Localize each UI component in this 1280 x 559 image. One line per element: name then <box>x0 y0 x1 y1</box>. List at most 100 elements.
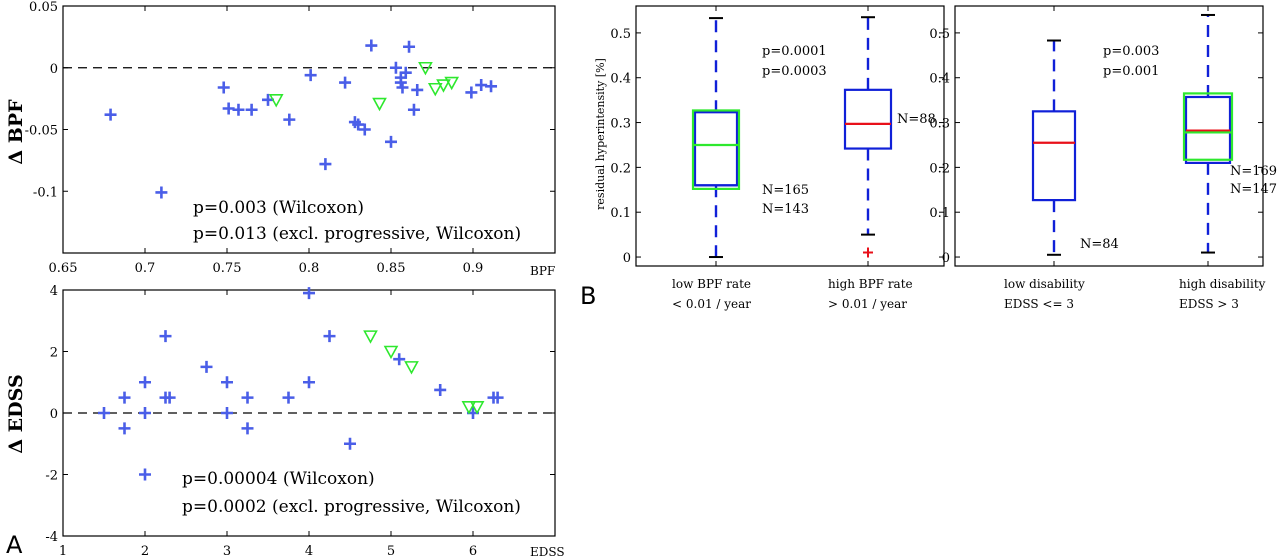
data-point-plus <box>282 391 295 404</box>
box-green-subset <box>691 109 741 190</box>
x-tick-label: 0.85 <box>377 261 406 276</box>
x-tick-label: 6 <box>469 544 477 559</box>
p-value-annotation: p=0.0001 <box>762 44 827 59</box>
y-axis-label: Δ BPF <box>5 99 27 165</box>
x-tick-label: 5 <box>387 544 395 559</box>
data-point-plus <box>389 61 402 74</box>
x-tick-label: 0.7 <box>135 261 156 276</box>
data-point-plus <box>232 103 245 116</box>
y-tick-label: -0.1 <box>33 185 58 200</box>
y-tick-label: 0.5 <box>610 27 631 42</box>
panel-label-a: A <box>6 531 23 559</box>
data-point-plus <box>221 407 233 419</box>
y-tick-label: 0 <box>50 407 58 422</box>
p-value-annotation: p=0.013 (excl. progressive, Wilcoxon) <box>193 224 521 244</box>
data-point-plus <box>352 118 365 131</box>
sample-size-label: N=169 <box>1230 164 1277 179</box>
x-tick-label: 0.65 <box>49 261 78 276</box>
p-value-annotation: p=0.0002 (excl. progressive, Wilcoxon) <box>182 497 521 517</box>
x-axis-label: BPF <box>530 264 555 278</box>
y-tick-label: 0.4 <box>610 72 631 87</box>
data-point-plus <box>217 81 230 94</box>
data-point-triangle <box>461 401 477 415</box>
data-point-plus <box>393 353 406 366</box>
y-tick-label: 4 <box>50 284 58 299</box>
data-point-plus <box>319 158 332 171</box>
data-point-plus <box>155 186 168 199</box>
category-label: < 0.01 / year <box>672 297 751 311</box>
data-point-triangle <box>418 61 433 76</box>
x-tick-label: 3 <box>223 544 231 559</box>
x-tick-label: 4 <box>305 544 313 559</box>
data-point-triangle <box>383 345 399 360</box>
box-plot-frame <box>954 5 1264 267</box>
data-point-triangle <box>404 361 419 375</box>
y-tick-label: 0.1 <box>610 206 631 221</box>
data-point-plus <box>241 422 254 435</box>
data-point-plus <box>283 113 296 126</box>
data-point-plus <box>411 83 424 96</box>
data-point-plus <box>139 468 151 481</box>
data-point-plus <box>491 391 504 404</box>
box-iqr <box>1031 110 1077 202</box>
category-label: high disability <box>1179 277 1266 291</box>
box-green-subset <box>1182 92 1234 161</box>
x-tick-label: 0.75 <box>213 261 242 276</box>
data-point-plus <box>385 135 397 148</box>
data-point-plus <box>163 391 176 404</box>
p-value-annotation: p=0.003 <box>1103 44 1159 59</box>
data-point-plus <box>344 437 356 450</box>
y-tick-label: 0.05 <box>29 0 58 15</box>
data-point-plus <box>159 330 172 343</box>
data-point-plus <box>262 93 274 106</box>
data-point-plus <box>104 108 117 121</box>
p-value-annotation: p=0.003 (Wilcoxon) <box>193 198 364 218</box>
y-tick-label: 2 <box>50 346 58 361</box>
panel-label-b: B <box>580 282 596 310</box>
data-point-plus <box>403 40 416 53</box>
y-axis-label: residual hyperintensity [%] <box>594 58 607 210</box>
box-iqr <box>843 88 893 150</box>
x-tick-label: 0.8 <box>299 261 320 276</box>
data-point-plus <box>399 66 412 79</box>
box-plot-frame <box>635 5 945 267</box>
sample-size-label: N=147 <box>1230 182 1277 197</box>
category-label: high BPF rate <box>828 277 913 291</box>
data-point-plus <box>339 76 352 89</box>
data-point-plus <box>221 376 233 389</box>
category-label: EDSS <= 3 <box>1004 297 1074 311</box>
data-point-plus <box>139 376 151 389</box>
data-point-triangle <box>372 97 387 112</box>
outlier-marker <box>863 247 873 258</box>
category-label: EDSS > 3 <box>1179 297 1239 311</box>
category-label: low BPF rate <box>672 277 751 291</box>
data-point-plus <box>434 383 447 396</box>
data-point-plus <box>485 80 498 93</box>
data-point-plus <box>118 422 131 435</box>
data-point-plus <box>465 86 478 99</box>
y-tick-label: 0.2 <box>610 161 631 176</box>
data-point-triangle <box>436 79 451 93</box>
p-value-annotation: p=0.0003 <box>762 64 827 79</box>
x-tick-label: 2 <box>141 544 149 559</box>
sample-size-label: N=84 <box>1080 237 1119 252</box>
sample-size-label: N=143 <box>762 202 809 217</box>
y-tick-label: 0 <box>50 62 58 77</box>
data-point-plus <box>303 376 315 389</box>
category-label: low disability <box>1004 277 1085 291</box>
y-tick-label: -0.05 <box>25 124 58 139</box>
data-point-triangle <box>427 82 443 97</box>
y-tick-label: -4 <box>45 530 58 545</box>
category-label: > 0.01 / year <box>828 297 907 311</box>
data-point-plus <box>303 287 315 300</box>
data-point-plus <box>407 103 420 116</box>
y-tick-label: 0.5 <box>929 27 950 42</box>
data-point-triangle <box>363 330 378 344</box>
y-tick-label: -2 <box>45 469 58 484</box>
x-axis-label: EDSS <box>530 545 565 559</box>
data-point-plus <box>358 123 371 136</box>
sample-size-label: N=165 <box>762 183 809 198</box>
y-tick-label: 0 <box>942 251 950 266</box>
sample-size-label: N=88 <box>897 112 936 127</box>
p-value-annotation: p=0.001 <box>1103 64 1159 79</box>
